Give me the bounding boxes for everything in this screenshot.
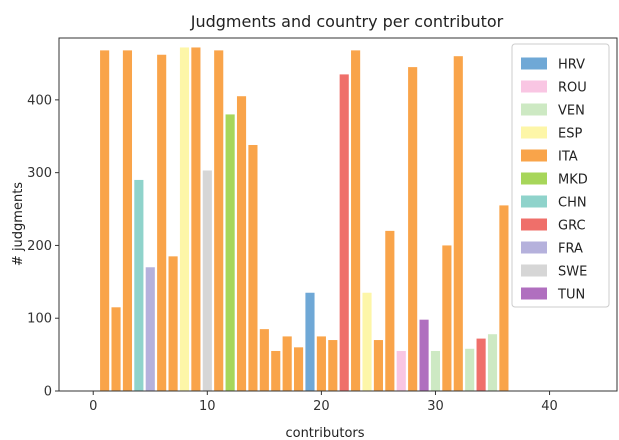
- bar-ita: [122, 50, 133, 391]
- y-axis-label: # judgments: [11, 182, 26, 266]
- bar-ven: [465, 348, 475, 391]
- plot-frame: [58, 37, 618, 392]
- bars-layer: [100, 47, 509, 392]
- y-tick-label: 400: [27, 93, 52, 108]
- legend-label-swe: SWE: [558, 265, 587, 280]
- bar-ita: [453, 56, 463, 392]
- legend-swatch-mkd: [521, 172, 547, 185]
- bar-mkd: [225, 114, 235, 392]
- chart-title: Judgments and country per contributor: [190, 12, 504, 31]
- bar-ita: [351, 50, 361, 391]
- bar-swe: [202, 170, 212, 391]
- bar-ita: [157, 54, 167, 392]
- legend-swatch-ven: [521, 103, 547, 116]
- y-tick-label: 200: [27, 239, 52, 254]
- legend-swatch-esp: [521, 126, 547, 139]
- legend-label-rou: ROU: [558, 81, 587, 96]
- legend-swatch-ita: [521, 149, 547, 162]
- bar-ven: [487, 334, 498, 391]
- legend-swatch-tun: [521, 287, 547, 300]
- legend-label-ven: VEN: [558, 104, 585, 119]
- bar-ita: [385, 230, 395, 391]
- legend-swatch-chn: [521, 195, 547, 208]
- bar-grc: [476, 338, 486, 391]
- bar-grc: [339, 74, 349, 391]
- bar-esp: [179, 47, 190, 392]
- bar-ita: [499, 205, 509, 391]
- legend-swatch-fra: [521, 241, 547, 254]
- legend-swatch-grc: [521, 218, 547, 231]
- x-tick-label: 20: [313, 399, 330, 414]
- x-tick-label: 30: [427, 399, 444, 414]
- bar-ita: [442, 245, 452, 391]
- bar-ita: [100, 50, 110, 391]
- legend-label-hrv: HRV: [558, 58, 585, 73]
- legend-swatch-hrv: [521, 57, 547, 70]
- legend-label-fra: FRA: [558, 242, 583, 257]
- x-ticks: 0 10 20 30 40: [89, 391, 558, 414]
- legend-label-grc: GRC: [558, 219, 586, 234]
- legend-label-ita: ITA: [558, 150, 578, 165]
- y-tick-label: 300: [27, 166, 52, 181]
- bar-ita: [168, 256, 178, 391]
- bar-ita: [259, 329, 269, 391]
- bar-tun: [419, 319, 429, 391]
- bar-ita: [294, 347, 304, 391]
- bar-ita: [328, 340, 338, 391]
- bar-esp: [362, 292, 372, 391]
- bar-ita: [282, 336, 292, 391]
- y-tick-label: 100: [27, 312, 52, 327]
- bar-hrv: [305, 292, 315, 391]
- bar-ita: [111, 307, 121, 391]
- y-tick-label: 0: [44, 385, 52, 400]
- x-tick-label: 10: [199, 399, 216, 414]
- bar-rou: [396, 350, 406, 391]
- bar-ita: [271, 350, 281, 391]
- bar-ita: [236, 96, 247, 391]
- bar-ita: [191, 47, 201, 392]
- bar-ita: [214, 50, 224, 391]
- legend-label-tun: TUN: [557, 288, 585, 303]
- legend-label-chn: CHN: [558, 196, 587, 211]
- legend-swatch-rou: [521, 80, 547, 93]
- bar-ita: [248, 144, 258, 391]
- x-tick-label: 0: [89, 399, 97, 414]
- bar-ven: [430, 350, 441, 391]
- y-ticks: 0 100 200 300 400: [27, 93, 59, 400]
- bar-ita: [316, 336, 326, 391]
- bar-chn: [134, 179, 144, 391]
- x-tick-label: 40: [541, 399, 558, 414]
- legend-swatch-swe: [521, 264, 547, 277]
- bar-fra: [145, 267, 155, 391]
- bar-ita: [373, 340, 383, 391]
- bar-ita: [408, 67, 418, 391]
- legend-label-esp: ESP: [558, 127, 582, 142]
- x-axis-label: contributors: [285, 426, 364, 440]
- legend-label-mkd: MKD: [558, 173, 588, 188]
- legend: HRV ROU VEN ESP ITA MKD CHN GRC FRA SWE TUN: [511, 43, 610, 308]
- axes-layer: [58, 37, 618, 392]
